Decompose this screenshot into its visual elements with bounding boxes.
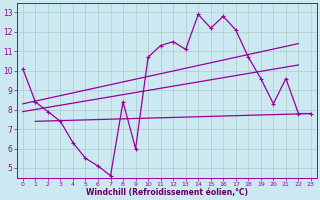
X-axis label: Windchill (Refroidissement éolien,°C): Windchill (Refroidissement éolien,°C) — [86, 188, 248, 197]
